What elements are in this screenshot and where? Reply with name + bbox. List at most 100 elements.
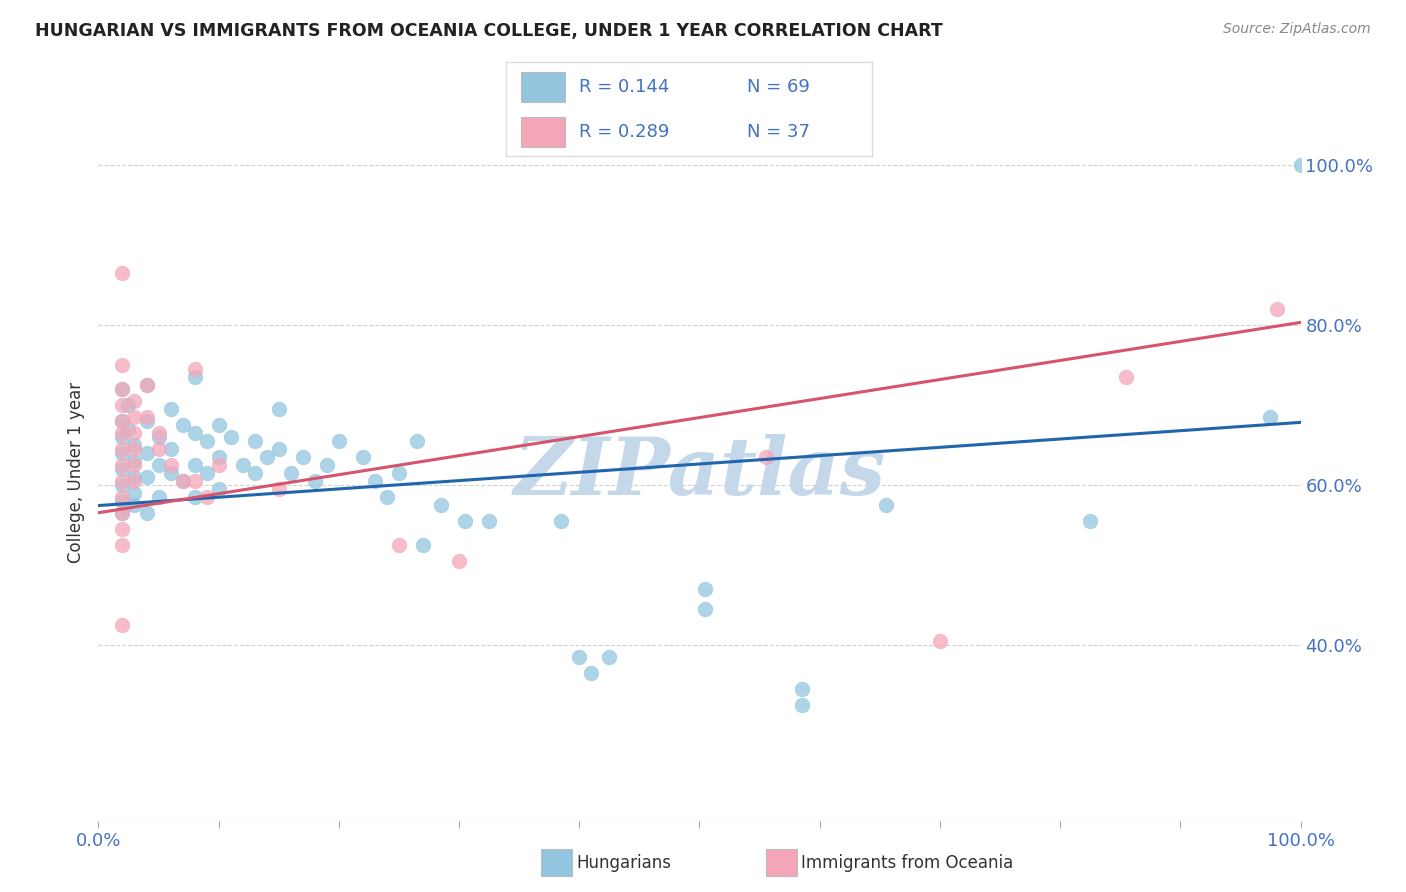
Text: Hungarians: Hungarians (576, 854, 672, 871)
Point (148, 425, 170, 440)
Point (183, 474, 205, 488)
Point (568, 649, 591, 664)
Point (111, 382, 134, 396)
Point (172, 474, 194, 488)
Point (148, 442, 170, 456)
Point (195, 434, 218, 448)
Point (208, 458, 231, 472)
Point (111, 430, 134, 444)
Point (135, 469, 157, 483)
Point (755, 450, 778, 464)
Point (412, 538, 434, 552)
Point (267, 482, 290, 496)
Point (124, 425, 146, 440)
FancyBboxPatch shape (520, 72, 565, 102)
Point (124, 454, 146, 468)
Y-axis label: College, Under 1 year: College, Under 1 year (66, 382, 84, 564)
Point (447, 554, 470, 568)
Point (454, 514, 477, 528)
Point (875, 498, 897, 512)
Point (124, 438, 146, 452)
Point (328, 434, 350, 448)
Point (581, 665, 603, 680)
Point (243, 434, 266, 448)
Point (111, 474, 134, 488)
Point (375, 490, 398, 504)
Point (111, 442, 134, 456)
Point (352, 450, 374, 464)
Point (159, 458, 181, 472)
Point (790, 681, 813, 696)
Point (135, 409, 157, 424)
Point (790, 698, 813, 712)
Point (124, 393, 146, 408)
Point (159, 466, 181, 480)
Point (183, 425, 205, 440)
Point (135, 506, 157, 520)
Point (172, 417, 194, 432)
Point (219, 430, 242, 444)
Point (280, 466, 302, 480)
Point (172, 474, 194, 488)
Point (1115, 369, 1137, 384)
Point (243, 466, 266, 480)
Point (159, 401, 181, 416)
Text: Source: ZipAtlas.com: Source: ZipAtlas.com (1223, 22, 1371, 37)
Point (267, 442, 290, 456)
Point (695, 582, 717, 596)
Text: R = 0.144: R = 0.144 (579, 78, 669, 95)
Point (124, 458, 146, 472)
Point (550, 514, 572, 528)
Point (111, 506, 134, 520)
Point (364, 474, 387, 488)
Point (183, 369, 205, 384)
Point (598, 649, 620, 664)
Point (111, 462, 134, 476)
Point (478, 514, 501, 528)
Point (111, 490, 134, 504)
Point (195, 466, 218, 480)
Point (111, 493, 134, 508)
Point (183, 490, 205, 504)
Point (124, 469, 146, 483)
Point (111, 414, 134, 428)
Point (111, 477, 134, 491)
Point (148, 490, 170, 504)
Point (111, 538, 134, 552)
Point (159, 442, 181, 456)
Point (406, 434, 429, 448)
Point (267, 401, 290, 416)
Point (148, 430, 170, 444)
Point (183, 458, 205, 472)
Point (111, 398, 134, 412)
Point (208, 417, 231, 432)
Point (111, 617, 134, 632)
Point (117, 422, 139, 436)
Text: N = 37: N = 37 (748, 123, 810, 141)
Point (232, 458, 254, 472)
Point (124, 498, 146, 512)
Text: HUNGARIAN VS IMMIGRANTS FROM OCEANIA COLLEGE, UNDER 1 YEAR CORRELATION CHART: HUNGARIAN VS IMMIGRANTS FROM OCEANIA COL… (35, 22, 943, 40)
Point (111, 522, 134, 536)
Point (388, 538, 411, 552)
Point (695, 601, 717, 615)
Point (1289, 158, 1312, 172)
Point (111, 446, 134, 460)
Point (135, 446, 157, 460)
Text: ZIPatlas: ZIPatlas (513, 434, 886, 511)
Point (117, 398, 139, 412)
Point (124, 409, 146, 424)
Point (135, 377, 157, 392)
Point (208, 450, 231, 464)
Point (183, 361, 205, 376)
Text: N = 69: N = 69 (748, 78, 810, 95)
Point (111, 506, 134, 520)
Point (111, 414, 134, 428)
Point (124, 485, 146, 500)
Point (111, 382, 134, 396)
FancyBboxPatch shape (520, 117, 565, 147)
Point (111, 358, 134, 372)
Point (1078, 514, 1101, 528)
Point (124, 474, 146, 488)
Point (111, 425, 134, 440)
